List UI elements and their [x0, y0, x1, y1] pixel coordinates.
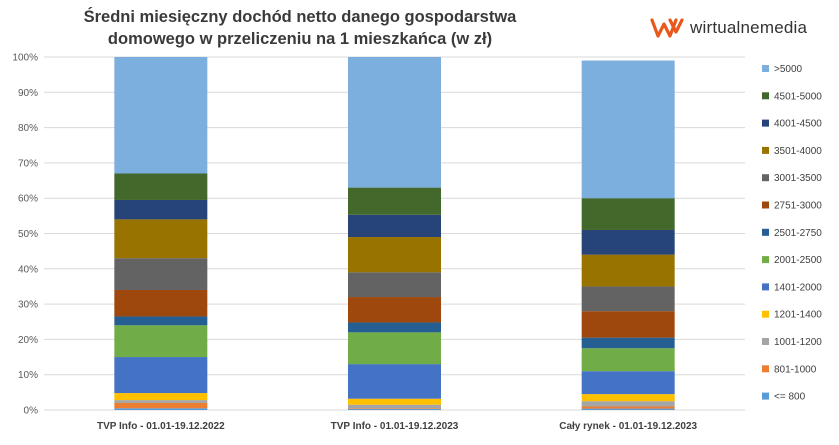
legend-swatch [762, 146, 769, 154]
y-tick-label: 20% [18, 335, 38, 346]
bar-segment [348, 408, 441, 410]
bar-segment [114, 325, 208, 358]
bar-segment [581, 198, 675, 230]
bar-segment [114, 393, 208, 401]
bar-segment [114, 408, 208, 410]
legend-swatch [762, 65, 769, 72]
chart-title-line-2: domowego w przeliczeniu na 1 mieszkańca … [107, 30, 493, 48]
bar-segment [348, 322, 441, 333]
bar-segment [581, 337, 675, 349]
y-tick-label: 30% [18, 300, 38, 311]
bar-segment [114, 173, 208, 200]
bar-segment [581, 371, 675, 395]
legend-swatch [762, 310, 769, 318]
y-tick-label: 40% [18, 264, 38, 275]
bar-segment [114, 357, 208, 394]
legend-label: 4501-5000 [774, 91, 822, 102]
y-tick-label: 60% [18, 194, 38, 205]
bar-segment [348, 408, 441, 409]
legend-label: 3001-3500 [774, 173, 822, 184]
bar-segment [348, 272, 441, 298]
legend-swatch [762, 228, 769, 236]
bar-segment [114, 316, 208, 326]
chart-title-line-1: Średni miesięczny dochód netto danego go… [83, 8, 517, 26]
bar-segment [114, 219, 208, 259]
bar-segment [581, 229, 675, 255]
bar-segment [348, 187, 441, 215]
legend-swatch [762, 338, 769, 345]
legend-swatch [762, 119, 769, 127]
legend-label: 1001-1200 [774, 337, 822, 348]
bar-segment [114, 258, 208, 290]
x-category-label: Cały rynek - 01.01-19.12.2023 [559, 421, 697, 432]
y-tick-label: 10% [18, 370, 38, 381]
legend-label: <= 800 [774, 392, 806, 403]
bar-segment [348, 297, 441, 323]
y-tick-label: 80% [18, 123, 38, 134]
wm-logo-icon [650, 18, 684, 38]
legend-label: 2001-2500 [774, 255, 822, 266]
y-tick-label: 70% [18, 158, 38, 169]
y-tick-label: 90% [18, 88, 38, 99]
bar-segment [114, 400, 208, 403]
bar-segment [581, 406, 675, 409]
legend-swatch [762, 92, 769, 100]
bar-segment [348, 398, 441, 405]
bar-segment [581, 60, 675, 199]
bar-segment [581, 286, 675, 312]
legend-swatch [762, 174, 769, 182]
bar-segment [348, 332, 441, 365]
legend-swatch [762, 201, 769, 209]
legend-label: 4001-4500 [774, 119, 822, 130]
y-tick-label: 50% [18, 229, 38, 240]
bar-segment [581, 401, 675, 407]
bar-segment [114, 199, 208, 220]
bar-segment [581, 408, 675, 410]
bar-segment [114, 289, 208, 317]
legend-label: 1401-2000 [774, 282, 822, 293]
bar-segment [348, 364, 441, 399]
bar-segment [348, 237, 441, 273]
legend-swatch [762, 283, 769, 291]
legend-swatch [762, 365, 769, 373]
legend-label: 2501-2750 [774, 228, 822, 239]
x-category-label: TVP Info - 01.01-19.12.2023 [331, 421, 459, 432]
legend-swatch [762, 256, 769, 264]
logo-text: wirtualnemedia [690, 18, 808, 37]
brand-logo: wirtualnemedia [650, 16, 807, 40]
y-tick-label: 0% [24, 406, 39, 417]
y-tick-label: 100% [12, 53, 38, 64]
bar-segment [348, 214, 441, 238]
legend-swatch [762, 392, 769, 400]
bar-segment [114, 402, 208, 409]
bar-segment [348, 404, 441, 409]
bar-segment [348, 57, 441, 188]
bar-segment [581, 254, 675, 287]
legend-label: 2751-3000 [774, 201, 822, 212]
x-category-label: TVP Info - 01.01-19.12.2022 [97, 421, 225, 432]
legend-label: 1201-1400 [774, 310, 822, 321]
bar-segment [581, 348, 675, 372]
bar-segment [581, 394, 675, 402]
legend-label: >5000 [774, 64, 803, 75]
bar-segment [114, 57, 208, 174]
legend-label: 801-1000 [774, 364, 817, 375]
chart-title: Średni miesięczny dochód netto danego go… [40, 6, 560, 50]
legend-label: 3501-4000 [774, 146, 822, 157]
bar-segment [581, 311, 675, 338]
